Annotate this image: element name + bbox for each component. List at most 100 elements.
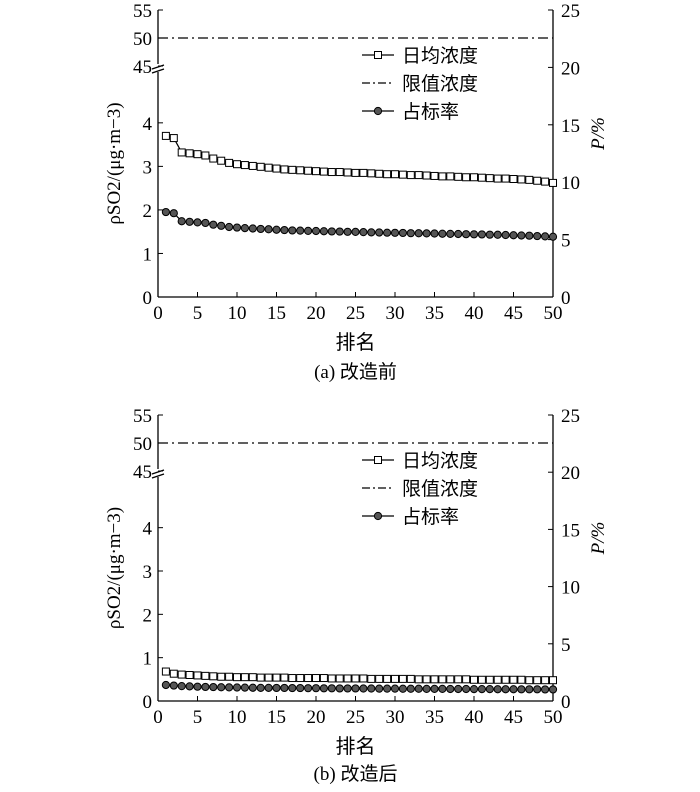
data-point-circle [446, 229, 455, 238]
data-point-square [525, 175, 534, 184]
data-point-circle [256, 683, 265, 692]
data-point-square [430, 675, 439, 684]
axis-break-mark [151, 68, 165, 74]
data-point-circle [327, 227, 336, 236]
data-point-circle [438, 229, 447, 238]
data-point-circle [398, 684, 407, 693]
data-point-circle [359, 684, 368, 693]
y-left-tick-label: 50 [133, 434, 152, 455]
x-tick-label: 5 [193, 303, 203, 324]
data-point-circle [430, 684, 439, 693]
data-point-square [438, 172, 447, 181]
data-point-square [240, 673, 249, 682]
data-point-square [541, 676, 550, 685]
data-point-square [533, 676, 542, 685]
legend-label-ratio: 占标率 [402, 101, 459, 123]
data-point-circle [201, 218, 210, 228]
data-point-circle [304, 226, 313, 235]
data-point-square [312, 167, 320, 176]
x-tick-label: 0 [153, 303, 163, 324]
data-point-square [225, 158, 234, 167]
data-point-square [359, 674, 368, 683]
data-point-circle [169, 209, 178, 218]
data-point-square [201, 671, 210, 680]
x-tick-label: 10 [228, 303, 247, 324]
data-point-circle [383, 228, 392, 237]
panel-caption: (a) 改造前 [314, 361, 397, 383]
data-point-circle [398, 228, 407, 238]
x-tick-label: 20 [307, 303, 326, 324]
data-point-circle [438, 684, 447, 693]
data-point-square [462, 173, 471, 182]
data-point-square [256, 673, 265, 682]
x-tick-label: 15 [267, 707, 286, 728]
y-left-tick-label: 45 [133, 462, 152, 483]
data-point-circle [335, 684, 344, 693]
data-point-square [470, 675, 478, 684]
data-point-square [414, 171, 423, 180]
y-right-tick-label: 20 [561, 58, 580, 79]
data-point-circle [446, 684, 455, 694]
data-point-circle [311, 226, 321, 236]
data-point-square [406, 674, 415, 683]
data-point-square [177, 670, 186, 679]
y-left-tick-label: 4 [143, 114, 153, 135]
data-point-circle [375, 228, 384, 237]
data-point-square [256, 162, 265, 171]
data-point-square [296, 166, 305, 175]
y-left-tick-label: 0 [143, 288, 153, 309]
data-point-square [501, 174, 510, 183]
data-point-square [383, 170, 392, 179]
y-right-tick-label: 5 [561, 635, 571, 656]
data-point-square [248, 673, 257, 682]
legend-label-daily: 日均浓度 [402, 450, 478, 472]
data-point-square [169, 134, 178, 143]
data-point-circle [177, 217, 186, 226]
data-point-square [391, 170, 399, 179]
y-right-tick-label: 25 [561, 406, 580, 427]
data-point-square [217, 672, 226, 681]
data-point-square [367, 169, 376, 178]
data-point-square [398, 170, 407, 179]
data-point-circle [256, 224, 265, 234]
data-point-square [280, 673, 289, 682]
data-point-square [193, 671, 202, 680]
legend-marker-square [374, 51, 382, 59]
data-point-square [533, 176, 542, 185]
data-point-circle [185, 217, 194, 226]
data-point-square [406, 171, 415, 180]
data-point-square [525, 676, 534, 685]
data-point-circle [319, 227, 328, 236]
data-point-square [335, 674, 344, 683]
data-point-square [351, 168, 360, 177]
data-point-square [272, 164, 281, 173]
data-point-circle [304, 684, 313, 693]
y-right-tick-label: 10 [561, 578, 580, 599]
data-point-circle [359, 228, 368, 237]
data-point-circle [548, 685, 558, 694]
data-point-circle [209, 682, 218, 692]
y-left-tick-label: 45 [133, 57, 152, 78]
data-point-circle [430, 229, 439, 238]
data-point-circle [414, 229, 423, 238]
data-point-circle [351, 684, 360, 693]
y-right-tick-label: 15 [561, 520, 580, 541]
x-tick-label: 40 [465, 303, 484, 324]
data-point-circle [390, 684, 400, 693]
data-point-square [446, 172, 455, 181]
data-point-square [225, 672, 234, 681]
data-point-square [319, 167, 328, 176]
data-point-square [304, 674, 313, 683]
data-point-square [193, 150, 202, 159]
data-point-circle [225, 683, 234, 692]
data-point-square [446, 675, 455, 684]
data-point-circle [548, 232, 558, 241]
data-point-circle [533, 231, 542, 241]
x-tick-label: 20 [307, 707, 326, 728]
data-point-circle [225, 222, 234, 232]
data-point-square [233, 160, 241, 169]
data-point-square [414, 675, 423, 684]
data-point-circle [327, 684, 336, 693]
data-point-circle [343, 684, 352, 693]
